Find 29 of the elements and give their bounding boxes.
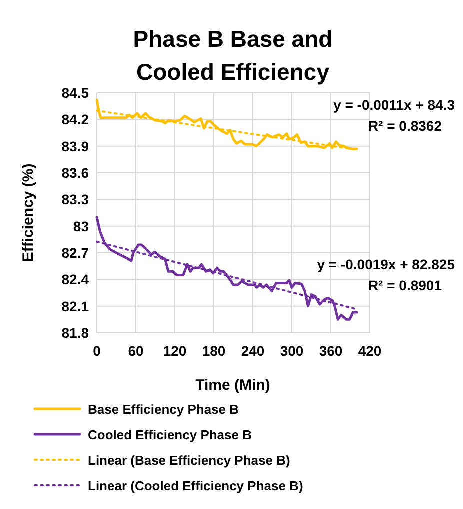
- y-axis-title: Efficiency (%): [20, 164, 37, 262]
- y-tick-label: 83.6: [62, 165, 90, 181]
- x-tick-label: 0: [93, 343, 102, 359]
- x-axis-title: Time (Min): [196, 377, 270, 394]
- annotation: R² = 0.8901: [368, 277, 442, 294]
- x-tick-label: 60: [128, 343, 144, 359]
- x-tick-label: 180: [202, 343, 226, 359]
- y-tick-label: 84.5: [62, 85, 90, 101]
- legend-label: Linear (Base Efficiency Phase B): [88, 453, 290, 468]
- x-tick-label: 240: [241, 343, 265, 359]
- chart-title: Phase B Base and Cooled Efficiency: [133, 26, 333, 85]
- y-tick-label: 82.1: [62, 298, 90, 314]
- x-tick-label: 300: [280, 343, 304, 359]
- x-tick-label: 360: [319, 343, 343, 359]
- y-tick-label: 82.4: [62, 272, 90, 288]
- y-tick-label: 84.2: [62, 112, 90, 128]
- legend-label: Base Efficiency Phase B: [88, 402, 240, 417]
- annotation: y = -0.0011x + 84.3: [334, 96, 456, 113]
- x-tick-label: 120: [163, 343, 187, 359]
- y-tick-label: 82.7: [62, 245, 90, 261]
- annotation: y = -0.0019x + 82.825: [317, 256, 456, 272]
- annotation: R² = 0.8362: [368, 118, 442, 134]
- y-tick-label: 83.9: [62, 138, 90, 154]
- y-tick-label: 81.8: [62, 325, 90, 341]
- y-tick-label: 83: [73, 218, 90, 234]
- y-tick-label: 83.3: [62, 192, 90, 208]
- legend-label: Linear (Cooled Efficiency Phase B): [88, 478, 304, 494]
- legend-label: Cooled Efficiency Phase B: [88, 428, 252, 442]
- x-tick-label: 420: [358, 343, 382, 359]
